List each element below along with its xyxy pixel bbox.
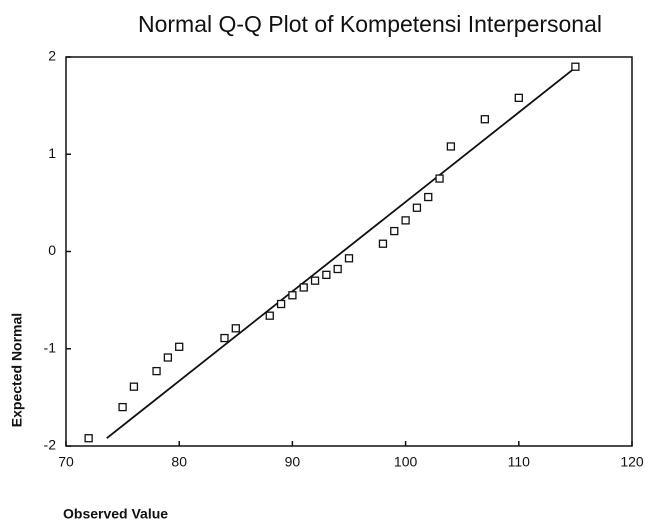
point [390,226,399,236]
x-tick-label: 70 [58,454,74,470]
x-tick-label: 120 [620,454,644,470]
point [231,324,240,333]
point [333,264,342,274]
reference-line [106,66,578,439]
point [118,402,127,412]
point [276,299,286,309]
point [220,333,229,343]
y-tick-label: -1 [44,339,57,355]
x-tick-label: 80 [171,454,187,470]
point [129,382,139,391]
point [571,62,580,71]
y-tick-label: 2 [48,48,56,64]
point [412,203,422,212]
point [299,283,308,292]
point [152,366,161,376]
x-axis-label: Observed Value [63,506,168,522]
y-tick-label: -2 [44,437,57,453]
y-tick-label: 1 [48,145,56,161]
point [322,270,331,279]
point [480,115,489,124]
point [84,434,93,443]
y-axis-label: Expected Normal [9,313,25,427]
point [378,239,388,248]
point [310,276,320,285]
point [435,174,444,183]
point [175,342,184,351]
x-tick-label: 100 [394,454,418,470]
x-tick-label: 110 [508,454,531,470]
point [446,142,456,151]
point [288,291,297,300]
x-tick-label: 90 [285,454,301,470]
point [424,192,433,202]
point [344,254,354,263]
y-tick-label: 0 [48,242,56,258]
plot-frame [65,56,633,447]
point [163,353,173,362]
point [401,216,410,225]
point [514,93,523,102]
chart-title: Normal Q-Q Plot of Kompetensi Interperso… [138,11,602,37]
point [265,311,274,320]
